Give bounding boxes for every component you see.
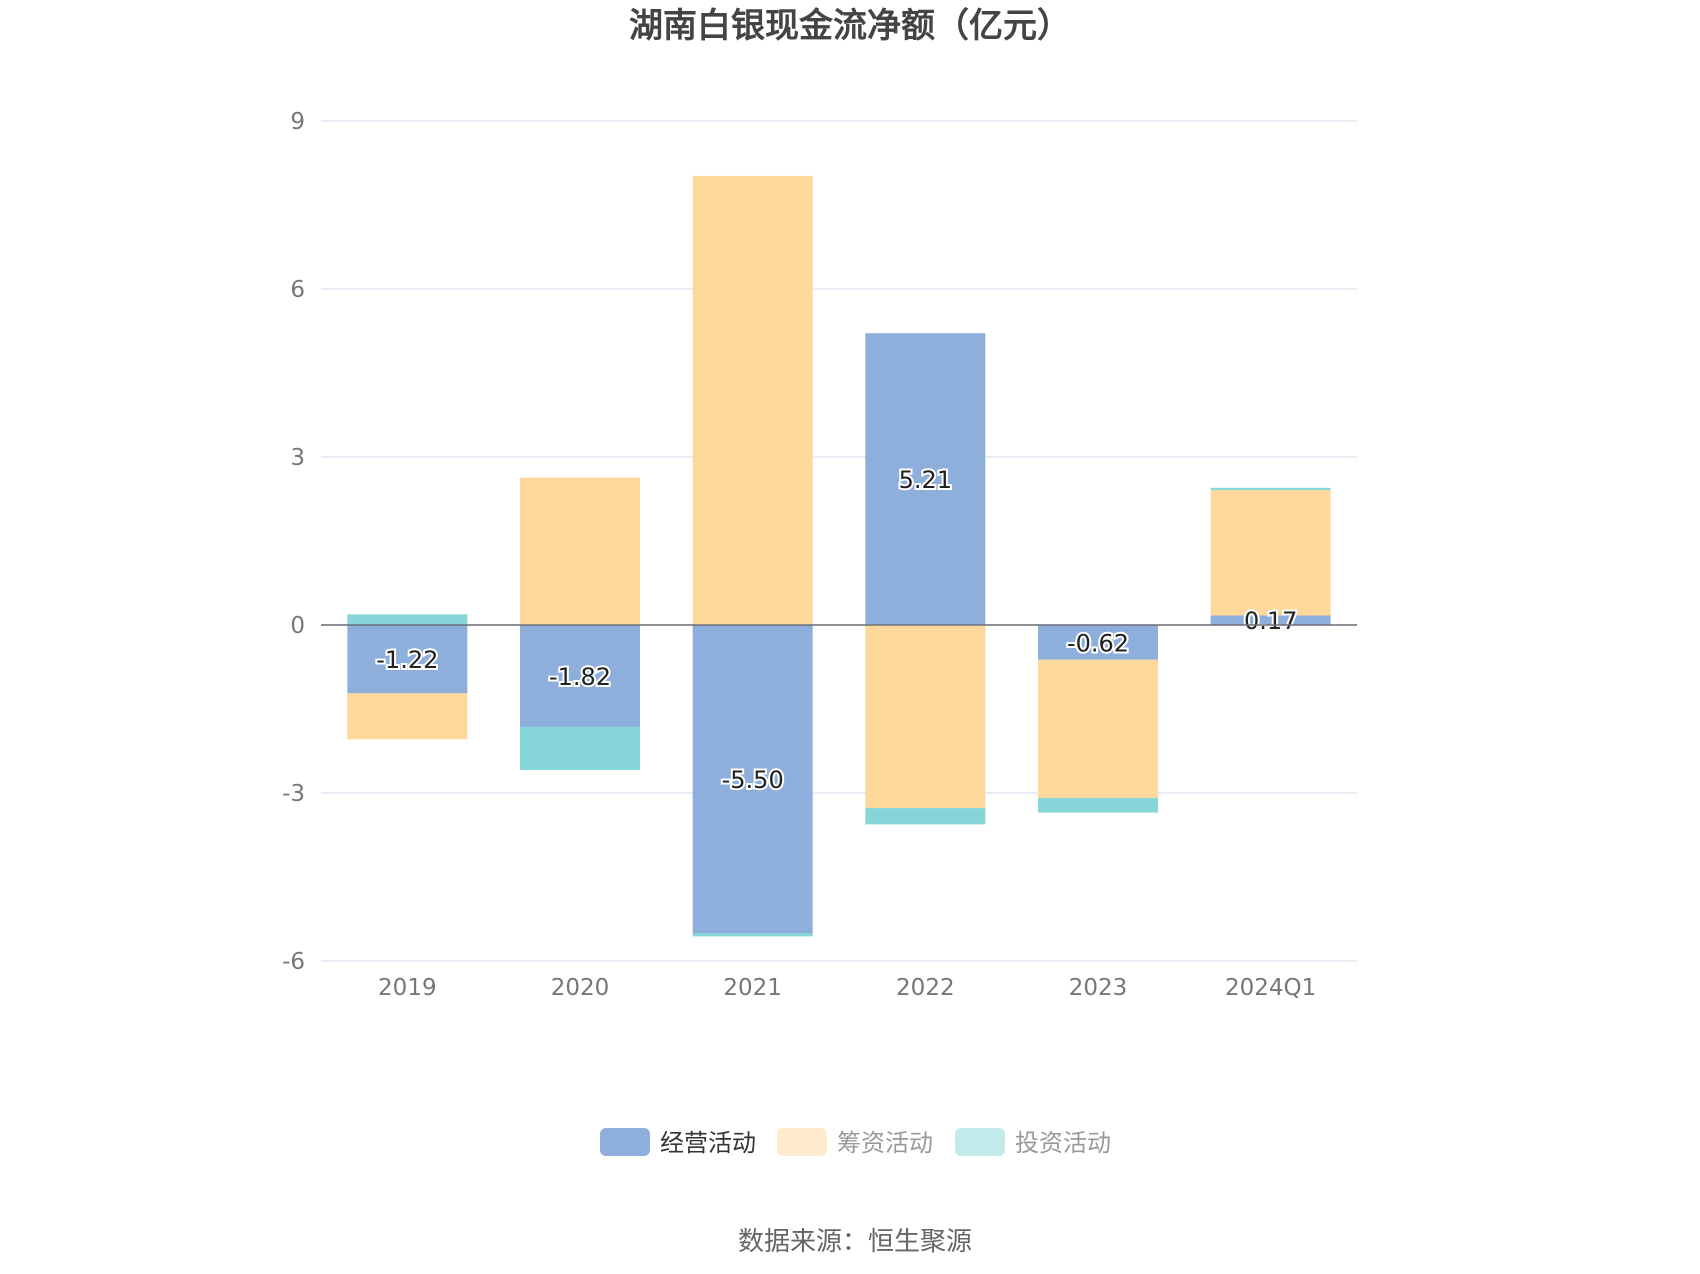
- legend-swatch: [600, 1128, 650, 1156]
- x-tick-label: 2024Q1: [1225, 975, 1316, 1001]
- y-tick-label: -3: [282, 781, 305, 807]
- data-label: -1.22: [376, 646, 438, 674]
- bars: [347, 175, 1331, 937]
- x-tick-label: 2021: [723, 975, 782, 1001]
- data-labels: -1.22 -1.82 -5.50 5.21 -0.62 0.17: [374, 464, 1299, 796]
- bar-2021-2: [692, 933, 813, 937]
- bar-2024Q1-1: [1210, 490, 1331, 616]
- bar-2023-2: [1038, 798, 1158, 813]
- data-label: -1.82: [549, 663, 611, 691]
- data-label: -0.62: [1067, 629, 1129, 657]
- bar-2021-1: [692, 175, 813, 625]
- y-tick-label: 9: [290, 109, 305, 135]
- bar-2022-1: [865, 625, 986, 809]
- bar-2023-0: [1038, 625, 1158, 660]
- x-axis: 2019 2020 2021 2022 2023 2024Q1: [321, 624, 1357, 1001]
- y-tick-label: 0: [290, 613, 305, 639]
- bar-2019-1: [347, 693, 468, 740]
- x-tick-label: 2020: [551, 975, 610, 1001]
- source-note: 数据来源：恒生聚源: [738, 1227, 972, 1257]
- chart-title: 湖南白银现金流净额（亿元）: [629, 6, 1071, 46]
- y-tick-label: 3: [290, 445, 305, 471]
- legend-swatch: [777, 1128, 827, 1156]
- legend-label: 投资活动: [1015, 1129, 1111, 1157]
- bar-2019-0: [347, 625, 468, 694]
- legend-swatch: [955, 1128, 1005, 1156]
- y-tick-label: 6: [290, 277, 305, 303]
- bar-2020-1: [520, 477, 640, 625]
- bar-2024Q1-0: [1210, 615, 1331, 625]
- y-tick-label: -6: [282, 949, 305, 975]
- data-label: -5.50: [722, 766, 784, 794]
- bar-2021-0: [692, 625, 813, 933]
- legend-item-1[interactable]: 筹资活动: [777, 1128, 933, 1157]
- bar-2023-1: [1038, 659, 1158, 799]
- x-tick-label: 2019: [378, 975, 437, 1001]
- grid: 9 6 3 0 -3 -6: [282, 109, 1357, 975]
- bar-2024Q1-2: [1210, 487, 1331, 491]
- data-label: 0.17: [1244, 607, 1297, 635]
- bar-2019-2: [347, 614, 468, 625]
- legend-item-0[interactable]: 经营活动: [600, 1128, 756, 1157]
- x-tick-label: 2023: [1069, 975, 1128, 1001]
- bar-2020-0: [520, 625, 640, 727]
- bar-2020-2: [520, 726, 640, 771]
- legend-item-2[interactable]: 投资活动: [955, 1128, 1111, 1157]
- data-label: 5.21: [899, 466, 952, 494]
- legend-label: 经营活动: [660, 1129, 756, 1157]
- bar-2022-2: [865, 808, 986, 825]
- legend-label: 筹资活动: [837, 1129, 933, 1157]
- legend: 经营活动 筹资活动 投资活动: [600, 1128, 1111, 1157]
- bar-2022-0: [865, 333, 986, 625]
- x-tick-label: 2022: [896, 975, 955, 1001]
